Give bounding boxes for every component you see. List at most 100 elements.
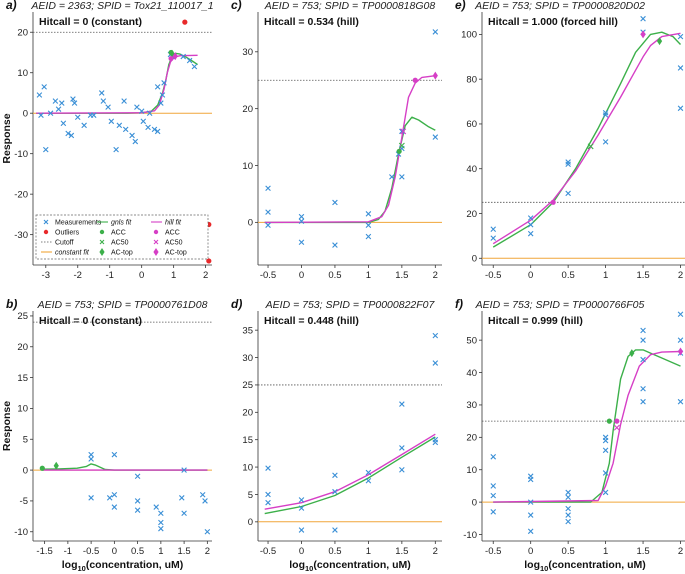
measurement-point [298, 239, 305, 246]
measurement-point [88, 456, 94, 462]
panel-title: AEID = 753; SPID = TP0000761D08 [37, 299, 208, 311]
x-tick-label: 1 [366, 270, 371, 281]
gnls-acc-marker [606, 418, 612, 424]
y-tick-label: 0 [472, 497, 477, 508]
measurement-point [265, 499, 271, 506]
measurement-point [432, 332, 439, 339]
measurement-point [640, 356, 646, 363]
legend-symbol [99, 248, 105, 256]
gnls-fit-curve [492, 31, 682, 248]
measurement-point [365, 469, 372, 476]
measurement-point [55, 106, 62, 112]
measurement-point [113, 146, 119, 153]
measurement-point [527, 499, 534, 505]
measurement-point [677, 337, 684, 343]
x-axis-label-prefix: log [62, 559, 78, 571]
measurement-point [106, 495, 113, 501]
x-axis-label: log10(concentration, uM) [62, 559, 184, 573]
x-tick-label: -0.5 [485, 546, 501, 557]
hill-actop-marker [677, 347, 684, 356]
y-tick-label: -10 [463, 530, 477, 541]
measurement-point [100, 98, 107, 104]
measurement-point [565, 190, 571, 197]
y-tick-label: 30 [242, 47, 253, 58]
measurement-point [38, 112, 44, 119]
measurement-point [677, 398, 684, 405]
measurement-point [640, 337, 646, 343]
x-tick-label: 1 [366, 546, 371, 557]
y-tick-label: 25 [17, 311, 28, 322]
hill-acc-marker [412, 77, 418, 83]
measurement-point [98, 90, 105, 96]
panel-d: d) AEID = 753; SPID = TP0000822F07 Hitcall… [231, 297, 442, 573]
measurement-point [565, 161, 571, 168]
x-axis-label-suffix: (concentration, uM) [313, 559, 410, 571]
measurement-point [432, 29, 439, 35]
hill-actop-marker [172, 52, 178, 61]
plot-area [33, 321, 212, 535]
gnls-fit-curve [493, 349, 681, 503]
measurement-point [490, 453, 497, 460]
legend-label: AC50 [165, 240, 183, 247]
panel-label: d) [231, 297, 242, 311]
measurement-point [527, 215, 534, 221]
panel-c: c) AEID = 753; SPID = TP0000818G08 Hitcall… [231, 0, 442, 281]
measurement-point [186, 57, 193, 64]
panel-label: b) [6, 297, 17, 311]
measurement-point [565, 518, 571, 525]
x-tick-label: 0 [112, 546, 117, 557]
x-axis-label-suffix: (concentration, uM) [548, 559, 645, 571]
x-tick-label: 2 [678, 270, 683, 281]
x-tick-label: 0 [528, 270, 533, 281]
measurement-point [191, 63, 198, 70]
outlier-point [206, 258, 212, 264]
gnls-fit-curve [264, 116, 436, 224]
x-axis-label: log10(concentration, uM) [524, 559, 646, 573]
x-tick-label: -2 [74, 270, 82, 281]
measurement-point [42, 146, 49, 153]
measurement-point [527, 221, 534, 228]
measurement-point [60, 120, 67, 127]
measurement-point [265, 465, 271, 471]
measurement-point [565, 494, 571, 501]
x-axis-label-sub: 10 [77, 564, 85, 573]
x-tick-label: 0 [528, 546, 533, 557]
measurement-point [138, 108, 145, 114]
measurement-point [108, 118, 115, 125]
measurement-point [602, 139, 609, 145]
measurement-point [265, 491, 271, 498]
measurement-point [159, 92, 166, 98]
y-tick-label: 10 [17, 404, 28, 415]
x-tick-label: 1.5 [636, 546, 649, 557]
y-tick-label: 0 [23, 465, 28, 476]
measurement-point [332, 488, 338, 495]
legend-label: hill fit [165, 220, 182, 227]
measurement-point [178, 495, 185, 501]
x-tick-label: -0.5 [260, 546, 276, 557]
measurement-point [158, 525, 164, 532]
measurement-point [134, 498, 141, 504]
measurement-point [432, 360, 439, 366]
gnls-ac50-marker [587, 143, 594, 150]
measurement-point [181, 467, 187, 473]
x-tick-label: 1 [603, 546, 608, 557]
gnls-actop-marker [53, 461, 59, 470]
x-tick-label: 1.5 [636, 270, 649, 281]
measurement-point [265, 209, 271, 215]
y-tick-label: 5 [23, 435, 28, 446]
x-axis-label-sub: 10 [305, 564, 313, 573]
panel-label: f) [455, 297, 463, 311]
measurement-point [41, 84, 47, 90]
x-tick-label: 1 [158, 546, 163, 557]
hill-acc-marker [550, 199, 556, 205]
measurement-point [602, 447, 609, 454]
measurement-point [365, 233, 372, 240]
measurement-point [677, 65, 684, 71]
y-tick-label: 0 [248, 517, 253, 528]
legend-symbol [99, 239, 105, 245]
measurement-point [68, 132, 75, 139]
y-tick-label: 50 [466, 335, 477, 346]
measurement-point [332, 199, 338, 206]
y-tick-label: 20 [242, 408, 253, 419]
